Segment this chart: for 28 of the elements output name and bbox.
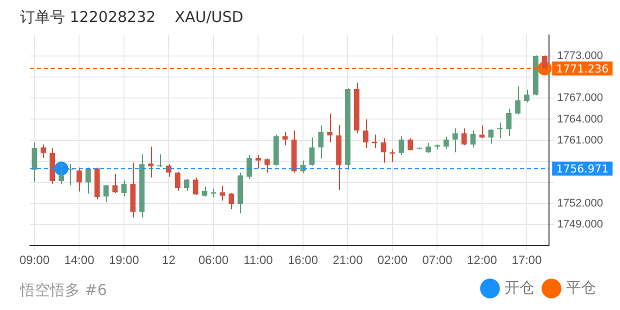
x-tick-label: 12 [162, 253, 176, 268]
x-tick-label: 16:00 [288, 253, 318, 268]
candlestick [220, 185, 226, 202]
y-tick-label: 1767.000 [557, 92, 604, 104]
x-tick-label: 06:00 [198, 253, 229, 268]
x-tick-label: 19:00 [108, 253, 140, 268]
candlestick [434, 144, 440, 150]
x-tick-label: 17:00 [512, 253, 542, 268]
ref-line-label: 1771.236 [556, 62, 609, 76]
candlestick [372, 134, 378, 149]
x-tick-label: 12:00 [466, 253, 498, 268]
ref-line-label: 1756.971 [556, 162, 609, 176]
x-tick-label: 09:00 [19, 253, 50, 268]
legend-label: 开仓 [504, 280, 534, 297]
x-tick-label: 02:00 [377, 253, 408, 268]
chart-title: 订单号 122028232 XAU/USD [20, 8, 244, 27]
y-tick-label: 1761.000 [557, 134, 604, 146]
x-tick-label: 21:00 [332, 253, 364, 268]
y-tick-label: 1752.000 [557, 198, 604, 210]
legend-label: 平仓 [566, 280, 596, 297]
candlestick [148, 146, 154, 178]
y-tick-label: 1773.000 [557, 50, 604, 62]
text: 悟空悟多 #6 [20, 281, 107, 300]
y-tick-label: 1749.000 [557, 218, 604, 231]
x-tick-label: 07:00 [422, 253, 453, 268]
y-tick-label: 1764.000 [557, 113, 604, 126]
x-tick-label: 11:00 [244, 253, 274, 268]
x-tick-label: 14:00 [64, 253, 95, 268]
